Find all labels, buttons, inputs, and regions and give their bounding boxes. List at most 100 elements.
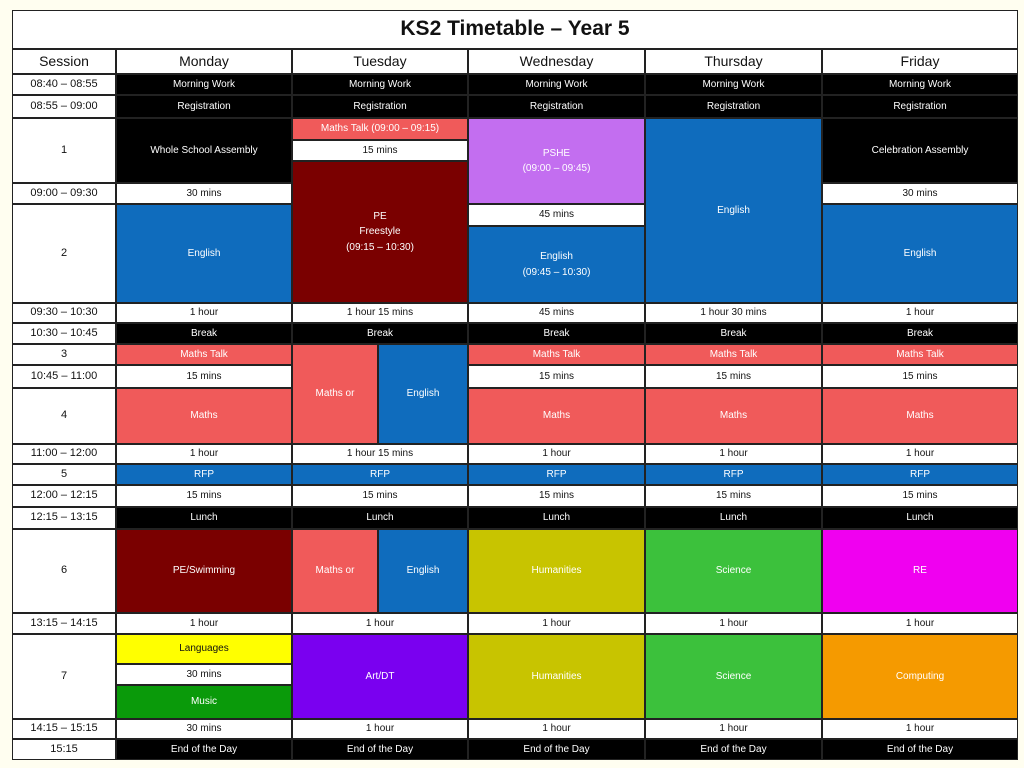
rfp-tuesday-cell: RFP — [292, 464, 468, 485]
maths-talk-duration-friday-cell: 15 mins — [822, 365, 1018, 388]
session-s7-cell: 7 — [12, 634, 116, 719]
maths-duration-wednesday-cell: 1 hour — [468, 444, 645, 464]
rfp-duration-tuesday-cell: 15 mins — [292, 485, 468, 507]
end-of-day-tuesday-cell: End of the Day — [292, 739, 468, 760]
pe-tuesday-cell: PE Freestyle (09:15 – 10:30) — [292, 161, 468, 303]
english-friday-cell: English — [822, 204, 1018, 303]
english-wednesday-cell: English (09:45 – 10:30) — [468, 226, 645, 303]
session-s3-cell: 3 — [12, 344, 116, 365]
maths-monday-cell: Maths — [116, 388, 292, 444]
maths-talk-tuesday-cell: Maths Talk (09:00 – 09:15) — [292, 118, 468, 140]
session-t12-cell: 15:15 — [12, 739, 116, 760]
session-t4-cell: 09:30 – 10:30 — [12, 303, 116, 323]
break-thursday-cell: Break — [645, 323, 822, 344]
session-t3-cell: 09:00 – 09:30 — [12, 183, 116, 204]
english-tuesday-am-cell: English — [378, 344, 468, 444]
maths-friday-cell: Maths — [822, 388, 1018, 444]
break-friday-cell: Break — [822, 323, 1018, 344]
assembly-duration-monday-cell: 30 mins — [116, 183, 292, 204]
rfp-monday-cell: RFP — [116, 464, 292, 485]
registration-friday-cell: Registration — [822, 95, 1018, 118]
english-tuesday-pm-cell: English — [378, 529, 468, 613]
morning-work-thursday-cell: Morning Work — [645, 74, 822, 95]
session-t9-cell: 12:15 – 13:15 — [12, 507, 116, 529]
registration-wednesday-cell: Registration — [468, 95, 645, 118]
computing-duration-friday-pm-cell: 1 hour — [822, 719, 1018, 739]
science-thursday-pm-cell: Science — [645, 634, 822, 719]
re-duration-friday-cell: 1 hour — [822, 613, 1018, 634]
rfp-duration-friday-cell: 15 mins — [822, 485, 1018, 507]
registration-thursday-cell: Registration — [645, 95, 822, 118]
music-duration-monday-cell: 30 mins — [116, 719, 292, 739]
break-wednesday-cell: Break — [468, 323, 645, 344]
maths-english-duration-tuesday-cell: 1 hour 15 mins — [292, 444, 468, 464]
end-of-day-monday-cell: End of the Day — [116, 739, 292, 760]
pe-duration-tuesday-cell: 1 hour 15 mins — [292, 303, 468, 323]
header-thursday-cell: Thursday — [645, 49, 822, 74]
session-t5-cell: 10:30 – 10:45 — [12, 323, 116, 344]
break-tuesday-cell: Break — [292, 323, 468, 344]
end-of-day-friday-cell: End of the Day — [822, 739, 1018, 760]
end-of-day-thursday-cell: End of the Day — [645, 739, 822, 760]
session-t2-cell: 08:55 – 09:00 — [12, 95, 116, 118]
session-t7-cell: 11:00 – 12:00 — [12, 444, 116, 464]
session-s6-cell: 6 — [12, 529, 116, 613]
timetable-title: KS2 Timetable – Year 5 — [12, 10, 1018, 49]
session-t10-cell: 13:15 – 14:15 — [12, 613, 116, 634]
morning-work-monday-cell: Morning Work — [116, 74, 292, 95]
maths-talk-wednesday-cell: Maths Talk — [468, 344, 645, 365]
rfp-wednesday-cell: RFP — [468, 464, 645, 485]
maths-or-tuesday-am-cell: Maths or — [292, 344, 378, 444]
header-wednesday-cell: Wednesday — [468, 49, 645, 74]
english-duration-wednesday-cell: 45 mins — [468, 303, 645, 323]
artdt-duration-tuesday-cell: 1 hour — [292, 719, 468, 739]
rfp-thursday-cell: RFP — [645, 464, 822, 485]
morning-work-friday-cell: Morning Work — [822, 74, 1018, 95]
registration-tuesday-cell: Registration — [292, 95, 468, 118]
session-s1-cell: 1 — [12, 118, 116, 183]
break-monday-cell: Break — [116, 323, 292, 344]
maths-duration-friday-cell: 1 hour — [822, 444, 1018, 464]
maths-talk-duration-thursday-cell: 15 mins — [645, 365, 822, 388]
maths-duration-thursday-cell: 1 hour — [645, 444, 822, 464]
maths-thursday-cell: Maths — [645, 388, 822, 444]
re-friday-cell: RE — [822, 529, 1018, 613]
music-monday-cell: Music — [116, 685, 292, 719]
header-friday-cell: Friday — [822, 49, 1018, 74]
maths-talk-friday-cell: Maths Talk — [822, 344, 1018, 365]
pshe-duration-wednesday-cell: 45 mins — [468, 204, 645, 226]
registration-monday-cell: Registration — [116, 95, 292, 118]
pe-swimming-monday-cell: PE/Swimming — [116, 529, 292, 613]
maths-talk-duration-monday-cell: 15 mins — [116, 365, 292, 388]
lunch-friday-cell: Lunch — [822, 507, 1018, 529]
english-duration-thursday-cell: 1 hour 30 mins — [645, 303, 822, 323]
pe-swimming-duration-monday-cell: 1 hour — [116, 613, 292, 634]
humanities-wednesday-pm-cell: Humanities — [468, 634, 645, 719]
pm-duration-tuesday-cell: 1 hour — [292, 613, 468, 634]
rfp-friday-cell: RFP — [822, 464, 1018, 485]
maths-talk-thursday-cell: Maths Talk — [645, 344, 822, 365]
maths-talk-monday-cell: Maths Talk — [116, 344, 292, 365]
humanities-wednesday-cell: Humanities — [468, 529, 645, 613]
science-duration-thursday-cell: 1 hour — [645, 613, 822, 634]
humanities-duration-wednesday-pm-cell: 1 hour — [468, 719, 645, 739]
pshe-wednesday-cell: PSHE (09:00 – 09:45) — [468, 118, 645, 204]
maths-talk-duration-wednesday-cell: 15 mins — [468, 365, 645, 388]
lunch-monday-cell: Lunch — [116, 507, 292, 529]
rfp-duration-monday-cell: 15 mins — [116, 485, 292, 507]
session-s4-cell: 4 — [12, 388, 116, 444]
morning-work-tuesday-cell: Morning Work — [292, 74, 468, 95]
session-t8-cell: 12:00 – 12:15 — [12, 485, 116, 507]
lunch-thursday-cell: Lunch — [645, 507, 822, 529]
maths-or-tuesday-pm-cell: Maths or — [292, 529, 378, 613]
maths-wednesday-cell: Maths — [468, 388, 645, 444]
celebration-friday-cell: Celebration Assembly — [822, 118, 1018, 183]
artdt-tuesday-cell: Art/DT — [292, 634, 468, 719]
session-t11-cell: 14:15 – 15:15 — [12, 719, 116, 739]
rfp-duration-wednesday-cell: 15 mins — [468, 485, 645, 507]
header-tuesday-cell: Tuesday — [292, 49, 468, 74]
rfp-duration-thursday-cell: 15 mins — [645, 485, 822, 507]
celebration-duration-friday-cell: 30 mins — [822, 183, 1018, 204]
timetable: KS2 Timetable – Year 5 Session Monday Tues… — [12, 10, 1018, 760]
lunch-wednesday-cell: Lunch — [468, 507, 645, 529]
